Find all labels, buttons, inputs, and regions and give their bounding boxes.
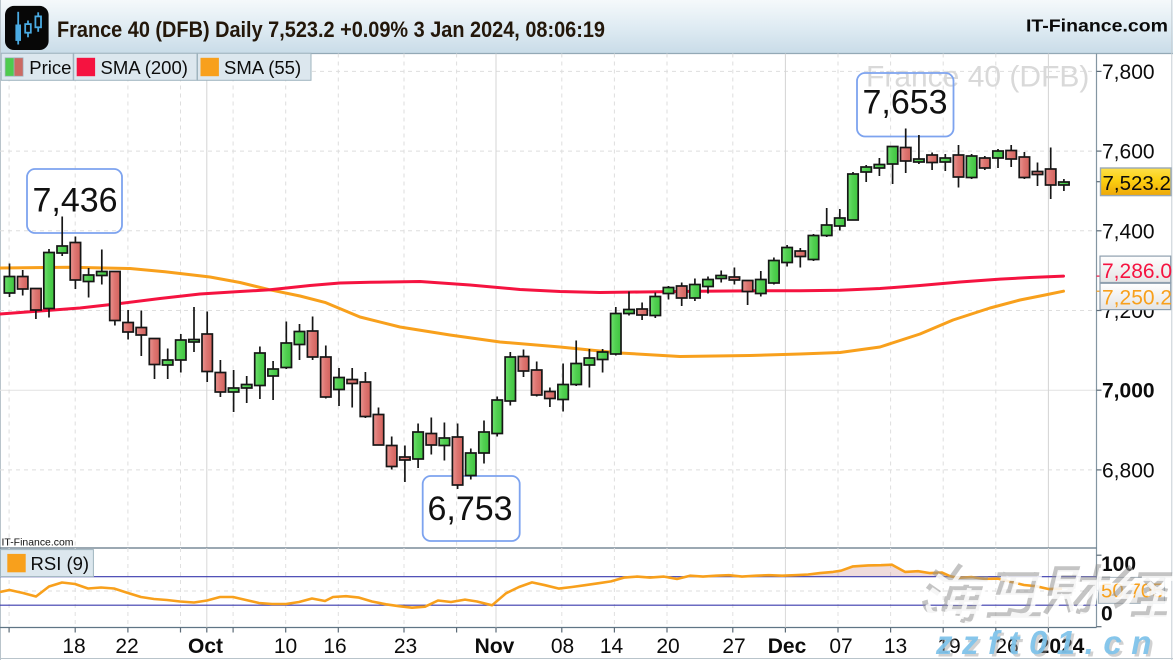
svg-text:7,523.2: 7,523.2 [1103,172,1171,195]
svg-text:16: 16 [323,635,346,658]
svg-text:7,250.2: 7,250.2 [1102,287,1172,310]
svg-text:23: 23 [394,635,417,658]
svg-text:7,000: 7,000 [1102,380,1155,403]
svg-text:7,286.0: 7,286.0 [1102,260,1172,283]
svg-text:RSI (9): RSI (9) [31,553,90,574]
svg-text:SMA (200): SMA (200) [101,57,188,78]
svg-text:zzft01.cn: zzft01.cn [935,624,1161,660]
svg-text:7,436: 7,436 [33,182,118,220]
svg-text:Price: Price [29,57,71,78]
svg-text:2024: 2024 [1038,635,1085,658]
svg-text:7,600: 7,600 [1102,141,1155,164]
svg-text:10: 10 [274,635,297,658]
svg-text:IT-Finance.com: IT-Finance.com [2,537,74,549]
svg-text:zzft01.cn: zzft01.cn [938,627,1164,660]
svg-text:22: 22 [115,635,138,658]
svg-text:Oct: Oct [188,635,223,658]
svg-text:Dec: Dec [768,635,807,658]
svg-text:Nov: Nov [475,635,515,658]
svg-text:France 40 (DFB): France 40 (DFB) [866,61,1089,94]
svg-text:07: 07 [829,635,852,658]
svg-text:IT-Finance.com: IT-Finance.com [1026,16,1168,36]
svg-text:14: 14 [600,635,624,658]
svg-text:7,800: 7,800 [1102,61,1155,84]
svg-text:08: 08 [551,635,574,658]
svg-text:13: 13 [884,635,907,658]
svg-text:7,400: 7,400 [1102,220,1155,243]
svg-text:26: 26 [995,635,1018,658]
svg-text:SMA (55): SMA (55) [224,57,301,78]
svg-text:0: 0 [1101,603,1113,626]
svg-text:27: 27 [722,635,745,658]
svg-text:19: 19 [937,635,960,658]
svg-text:7,653: 7,653 [863,84,948,122]
svg-text:6,800: 6,800 [1102,459,1155,482]
svg-text:18: 18 [62,635,85,658]
svg-text:20: 20 [656,635,679,658]
svg-text:France 40 (DFB) Daily 7,523.2: France 40 (DFB) Daily 7,523.2 +0.09% 3 J… [57,17,605,42]
svg-text:6,753: 6,753 [428,490,513,528]
